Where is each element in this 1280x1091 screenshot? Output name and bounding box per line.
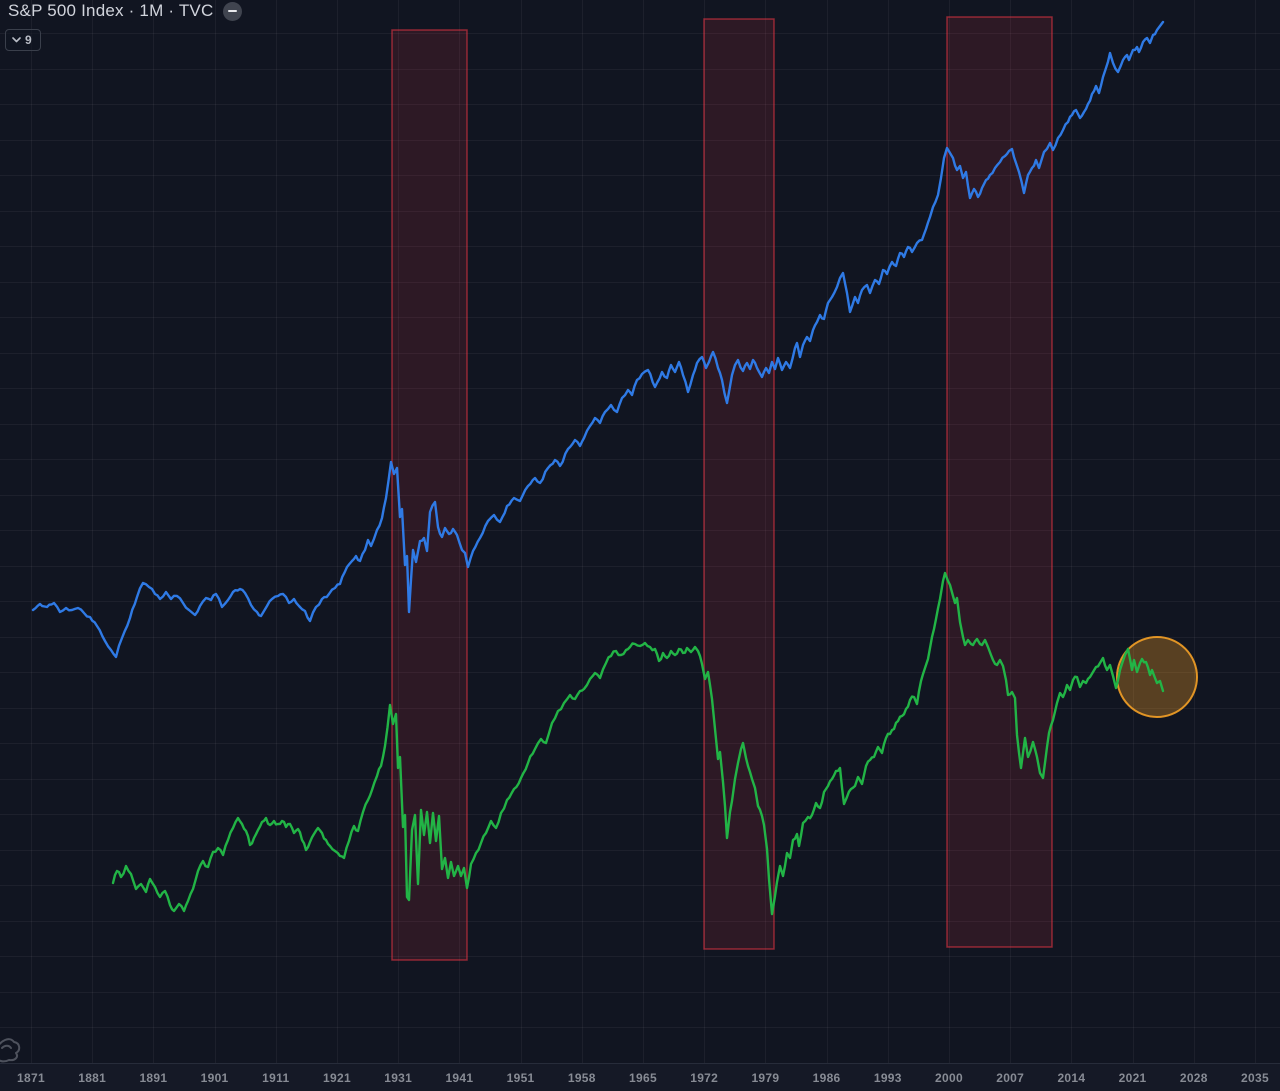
time-axis[interactable]: 1871 1881 1891 1901 1911 1921 1931 1941 1951 1958…: [0, 1063, 1280, 1091]
time-axis-label: 1986: [812, 1071, 841, 1085]
time-axis-label: 2007: [996, 1071, 1025, 1085]
highlight-circle[interactable]: [1116, 636, 1198, 718]
recession-highlight-box[interactable]: [391, 29, 468, 961]
price-line-secondary[interactable]: [111, 571, 1165, 916]
minus-icon: [228, 10, 238, 12]
time-axis-label: 1965: [629, 1071, 657, 1085]
hide-series-button[interactable]: [223, 1, 243, 21]
chevron-down-icon: [12, 37, 21, 43]
time-axis-label: 1958: [567, 1071, 596, 1085]
time-axis-label: 1931: [384, 1071, 413, 1085]
time-axis-label: 1972: [690, 1071, 719, 1085]
time-axis-label: 1881: [78, 1071, 107, 1085]
time-axis-label: 2035: [1241, 1071, 1269, 1085]
time-axis-label: 1941: [445, 1071, 474, 1085]
time-axis-label: 2014: [1057, 1071, 1086, 1085]
chart-canvas[interactable]: [0, 0, 1280, 1063]
time-axis-label: 1891: [139, 1071, 168, 1085]
recession-highlight-box[interactable]: [703, 18, 775, 950]
time-axis-label: 1901: [200, 1071, 229, 1085]
time-axis-label: 1871: [17, 1071, 45, 1085]
time-axis-label: 2028: [1179, 1071, 1208, 1085]
series-legend[interactable]: S&P 500 Index · 1M · TVC: [8, 1, 243, 21]
time-axis-label: 2000: [935, 1071, 963, 1085]
indicators-collapsed-badge[interactable]: 9: [5, 29, 41, 51]
bottom-left-partial-icon: [0, 1038, 21, 1063]
recession-highlight-box[interactable]: [946, 16, 1053, 948]
symbol-title: S&P 500 Index · 1M · TVC: [8, 1, 214, 20]
grid-layer: [0, 0, 1280, 1063]
time-axis-label: 2021: [1118, 1071, 1147, 1085]
time-axis-label: 1993: [873, 1071, 902, 1085]
time-axis-label: 1951: [506, 1071, 535, 1085]
time-axis-label: 1921: [323, 1071, 351, 1085]
price-line-nominal[interactable]: [31, 20, 1165, 659]
indicators-count: 9: [25, 33, 32, 47]
time-axis-label: 1979: [751, 1071, 780, 1085]
time-axis-label: 1911: [262, 1071, 290, 1085]
